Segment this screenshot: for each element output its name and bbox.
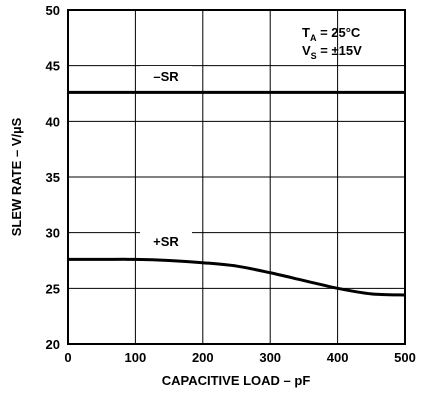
y-axis-label: SLEW RATE – V/µS: [9, 117, 24, 236]
grid-lines: [68, 10, 405, 344]
ta-annotation: TA = 25°C: [302, 25, 361, 43]
y-tick-label: 50: [46, 3, 60, 18]
minus-sr-label: –SR: [153, 69, 179, 84]
plus-sr-label: +SR: [153, 234, 179, 249]
ta-subscript: A: [310, 33, 317, 43]
y-tick-label: 30: [46, 226, 60, 241]
x-tick-label: 400: [327, 350, 349, 365]
plus-sr-label-bg: [140, 231, 192, 251]
minus-sr-label-bg: [140, 66, 192, 86]
y-tick-label: 45: [46, 59, 60, 74]
series-layer: [67, 90, 406, 297]
y-tick-label: 20: [46, 337, 60, 352]
x-tick-label: 200: [192, 350, 214, 365]
vs-main: V: [302, 43, 311, 58]
plus-sr-line: [67, 257, 406, 297]
x-tick-label: 500: [394, 350, 416, 365]
y-axis-ticks: 20 25 30 35 40 45 50: [46, 3, 60, 352]
ta-value: = 25°C: [316, 25, 360, 40]
x-tick-label: 0: [64, 350, 71, 365]
y-tick-label: 25: [46, 281, 60, 296]
vs-subscript: S: [311, 51, 317, 61]
vs-value: = ±15V: [317, 43, 362, 58]
plot-frame: [67, 9, 406, 345]
x-axis-label: CAPACITIVE LOAD – pF: [162, 373, 311, 388]
ta-main: T: [302, 25, 310, 40]
y-tick-label: 35: [46, 170, 60, 185]
x-tick-label: 300: [259, 350, 281, 365]
x-tick-label: 100: [125, 350, 147, 365]
x-axis-ticks: 0 100 200 300 400 500: [64, 350, 415, 365]
y-tick-label: 40: [46, 114, 60, 129]
vs-annotation: VS = ±15V: [302, 43, 362, 61]
